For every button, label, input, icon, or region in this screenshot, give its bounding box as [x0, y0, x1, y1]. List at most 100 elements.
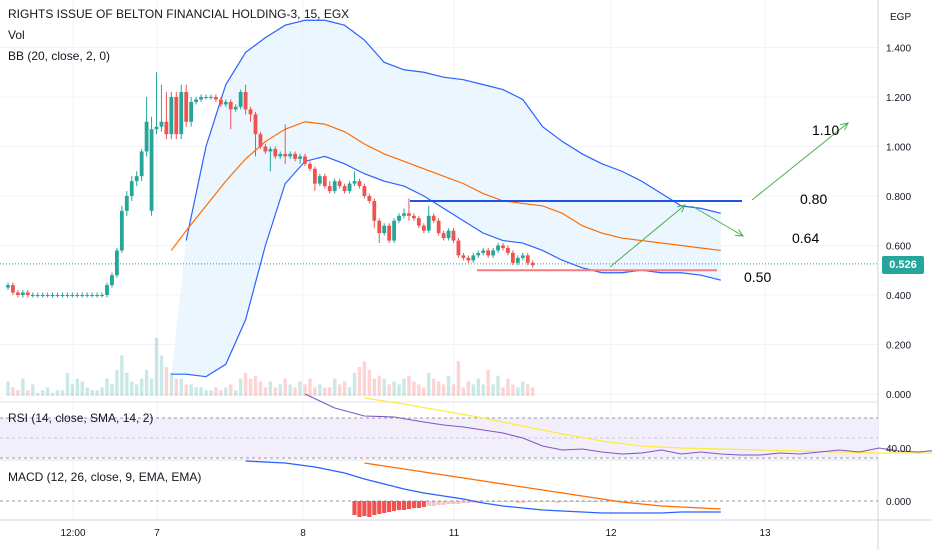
candle[interactable]: [451, 230, 456, 241]
candle[interactable]: [194, 99, 198, 102]
candle[interactable]: [456, 240, 461, 256]
candle[interactable]: [11, 285, 15, 293]
candle[interactable]: [337, 181, 342, 187]
candle[interactable]: [327, 186, 332, 192]
candle[interactable]: [243, 92, 248, 110]
candle[interactable]: [367, 196, 372, 201]
candle[interactable]: [461, 255, 466, 258]
candle[interactable]: [412, 215, 416, 219]
candle[interactable]: [317, 176, 322, 184]
drawings[interactable]: [0, 122, 878, 272]
candle[interactable]: [80, 295, 85, 296]
candle[interactable]: [154, 126, 159, 130]
candle[interactable]: [416, 218, 421, 226]
candle[interactable]: [293, 153, 297, 159]
candle[interactable]: [471, 255, 476, 261]
candle[interactable]: [124, 196, 129, 211]
candle[interactable]: [303, 156, 307, 164]
candle[interactable]: [95, 295, 99, 296]
candle[interactable]: [179, 92, 184, 135]
candle[interactable]: [20, 292, 25, 295]
volume-legend[interactable]: Vol: [8, 28, 25, 42]
annotation-label[interactable]: 1.10: [812, 122, 839, 138]
candle[interactable]: [30, 295, 35, 296]
candle[interactable]: [199, 97, 203, 100]
chart-title[interactable]: RIGHTS ISSUE OF BELTON FINANCIAL HOLDING…: [8, 7, 350, 21]
candle[interactable]: [372, 200, 377, 221]
annotation-label[interactable]: 0.80: [800, 191, 827, 207]
candle[interactable]: [357, 181, 362, 187]
candle[interactable]: [144, 121, 149, 152]
projection-arrow[interactable]: [609, 204, 686, 268]
candle[interactable]: [45, 295, 50, 296]
candle[interactable]: [496, 245, 500, 251]
candle[interactable]: [515, 257, 520, 263]
candles[interactable]: [6, 72, 535, 298]
candle[interactable]: [238, 92, 243, 107]
candle[interactable]: [332, 181, 337, 192]
candle[interactable]: [506, 247, 510, 253]
candle[interactable]: [407, 213, 411, 216]
candle[interactable]: [228, 101, 233, 110]
candle[interactable]: [530, 262, 535, 266]
candle[interactable]: [525, 255, 530, 263]
candle[interactable]: [60, 295, 65, 296]
candle[interactable]: [204, 97, 208, 98]
candle[interactable]: [16, 292, 20, 295]
candle[interactable]: [258, 134, 263, 147]
candle[interactable]: [491, 250, 495, 256]
candle[interactable]: [169, 97, 174, 135]
candle[interactable]: [436, 220, 441, 234]
candle[interactable]: [511, 252, 515, 263]
candle[interactable]: [209, 97, 213, 98]
candle[interactable]: [253, 114, 258, 135]
candle[interactable]: [421, 225, 426, 231]
candle[interactable]: [382, 225, 387, 234]
candle[interactable]: [105, 285, 109, 295]
candle[interactable]: [119, 210, 124, 251]
axes[interactable]: EGP 1.400 1.200 1.000 0.800 0.600 0.400 0.200 0.…: [60, 12, 911, 539]
annotations[interactable]: 1.10 0.80 0.64 0.50: [744, 122, 839, 285]
candle[interactable]: [189, 101, 194, 122]
candle[interactable]: [520, 255, 525, 258]
candle[interactable]: [218, 99, 223, 105]
candle[interactable]: [268, 148, 273, 152]
rsi-pane[interactable]: [0, 393, 932, 459]
candle[interactable]: [35, 295, 40, 296]
candle[interactable]: [273, 148, 278, 157]
candle[interactable]: [129, 181, 134, 196]
candle[interactable]: [25, 292, 30, 295]
candle[interactable]: [134, 176, 139, 182]
candle[interactable]: [223, 101, 228, 105]
candle[interactable]: [40, 295, 45, 296]
candle[interactable]: [283, 153, 288, 157]
candle[interactable]: [263, 146, 268, 152]
candle[interactable]: [159, 121, 164, 127]
candle[interactable]: [322, 176, 327, 187]
macd-legend[interactable]: MACD (12, 26, close, 9, EMA, EMA): [8, 470, 202, 484]
candle[interactable]: [6, 285, 10, 288]
bollinger-legend[interactable]: BB (20, close, 2, 0): [8, 49, 111, 63]
candle[interactable]: [75, 295, 80, 296]
candle[interactable]: [233, 106, 238, 110]
candle[interactable]: [100, 295, 104, 296]
candle[interactable]: [65, 295, 70, 296]
candle[interactable]: [55, 295, 60, 296]
projection-arrow[interactable]: [751, 122, 849, 201]
rsi-legend[interactable]: RSI (14, close, SMA, 14, 2): [8, 411, 154, 425]
candle[interactable]: [90, 295, 95, 296]
candle[interactable]: [248, 109, 253, 115]
projection-arrow[interactable]: [691, 205, 744, 237]
candle[interactable]: [313, 168, 317, 184]
candle[interactable]: [352, 181, 357, 184]
candle[interactable]: [392, 220, 396, 241]
candle[interactable]: [476, 252, 481, 256]
candle[interactable]: [441, 233, 446, 239]
candle[interactable]: [50, 295, 55, 296]
candle[interactable]: [397, 215, 401, 221]
candle[interactable]: [466, 257, 471, 261]
annotation-label[interactable]: 0.64: [792, 230, 819, 246]
candle[interactable]: [149, 129, 154, 211]
candle[interactable]: [426, 215, 431, 231]
